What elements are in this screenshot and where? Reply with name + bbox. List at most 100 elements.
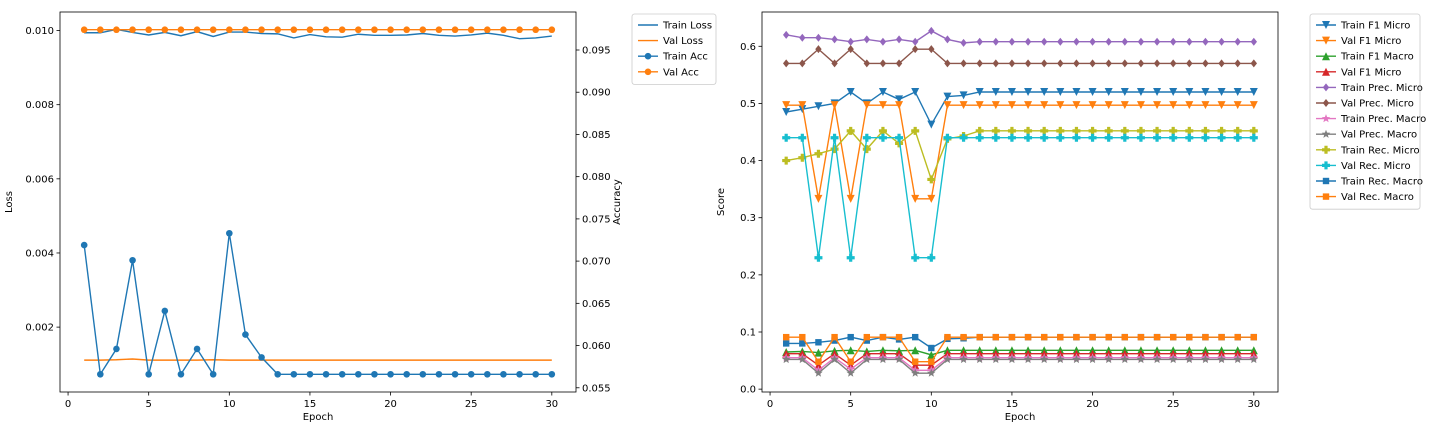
data-point <box>467 26 475 34</box>
data-point <box>959 133 968 142</box>
data-point <box>435 370 443 378</box>
series-line <box>786 91 1254 127</box>
data-point <box>895 139 904 148</box>
data-point <box>113 345 120 353</box>
data-point <box>1153 333 1161 341</box>
data-point <box>1169 88 1178 96</box>
data-point <box>782 333 790 341</box>
legend-marker <box>1322 36 1330 45</box>
series-line <box>786 30 1254 44</box>
legend-marker <box>1322 67 1330 76</box>
data-point <box>1202 59 1209 68</box>
data-point <box>1153 101 1162 110</box>
legend-label: Train Prec. Macro <box>1340 114 1426 125</box>
data-point <box>944 35 951 44</box>
legend-item: Val F1 Micro <box>1316 36 1401 47</box>
x-tick-label: 15 <box>1006 399 1019 410</box>
data-point <box>1024 59 1032 68</box>
data-point <box>799 333 806 341</box>
data-point <box>1024 333 1032 341</box>
data-point <box>943 92 952 101</box>
data-point <box>1152 354 1162 364</box>
data-point <box>1249 88 1258 96</box>
data-point <box>258 354 265 361</box>
series-train-f1-macro <box>782 346 1258 359</box>
data-point <box>799 340 806 347</box>
data-point <box>798 354 807 364</box>
data-point <box>1040 59 1048 68</box>
data-point <box>516 26 523 34</box>
data-point <box>161 307 169 315</box>
data-point <box>97 370 104 378</box>
legend-label: Train Rec. Macro <box>1340 177 1423 188</box>
data-point <box>862 354 872 364</box>
data-point <box>500 26 507 34</box>
y-tick-label: 0.1 <box>740 328 756 339</box>
data-point <box>959 91 968 100</box>
data-point <box>1024 133 1033 142</box>
data-point <box>815 358 822 365</box>
data-point <box>878 126 887 135</box>
legend: Train Loss Val Loss Train Acc Val Acc <box>631 13 717 85</box>
y-right-tick-label: 0.075 <box>582 214 611 225</box>
legend-label: Train Acc <box>662 52 708 63</box>
legend-label: Val Loss <box>663 36 703 47</box>
data-point <box>846 126 855 135</box>
data-point <box>830 133 839 142</box>
data-point <box>113 26 120 34</box>
series-line <box>786 358 1254 375</box>
data-point <box>1169 133 1178 142</box>
series-line <box>83 233 552 377</box>
data-point <box>815 33 822 42</box>
plot-frame <box>59 11 577 393</box>
data-point <box>782 108 791 116</box>
data-point <box>1185 101 1194 110</box>
legend-label: Val Rec. Micro <box>1341 161 1411 172</box>
data-point <box>814 253 823 262</box>
x-tick-label: 10 <box>925 399 938 410</box>
data-point <box>960 333 967 341</box>
data-point <box>782 340 790 347</box>
data-point <box>799 33 806 42</box>
data-point <box>1024 126 1033 135</box>
data-point <box>1104 354 1113 364</box>
data-point <box>975 126 984 135</box>
data-point <box>1007 88 1016 96</box>
data-point <box>895 133 904 142</box>
data-point <box>959 354 968 364</box>
data-point <box>1121 333 1129 341</box>
data-point <box>781 354 791 364</box>
data-point <box>1234 37 1241 46</box>
data-point <box>830 101 839 110</box>
legend-marker <box>644 52 652 60</box>
data-point <box>1008 333 1016 341</box>
data-point <box>177 370 185 378</box>
data-point <box>1153 37 1161 46</box>
data-point <box>911 253 920 262</box>
data-point <box>532 370 539 378</box>
data-point <box>991 133 1000 142</box>
data-point <box>1056 133 1065 142</box>
data-point <box>927 253 936 262</box>
data-point <box>975 354 984 364</box>
data-point <box>1153 126 1162 135</box>
data-point <box>1104 126 1113 135</box>
data-point <box>782 133 791 142</box>
series-train-f1-micro <box>782 88 1258 129</box>
data-point <box>1137 59 1145 68</box>
data-point <box>831 333 838 341</box>
series-train-acc <box>80 229 556 378</box>
data-point <box>1233 133 1242 142</box>
data-point <box>863 59 871 68</box>
data-point <box>1104 88 1113 96</box>
data-point <box>976 59 983 68</box>
data-point <box>338 370 346 378</box>
data-point <box>1168 354 1178 364</box>
series-line <box>786 104 1254 200</box>
data-point <box>1233 354 1242 364</box>
data-point <box>145 26 152 34</box>
data-point <box>1088 88 1097 96</box>
x-axis-label: Epoch <box>1005 412 1036 423</box>
x-tick-label: 30 <box>545 399 558 410</box>
data-point <box>846 253 855 262</box>
